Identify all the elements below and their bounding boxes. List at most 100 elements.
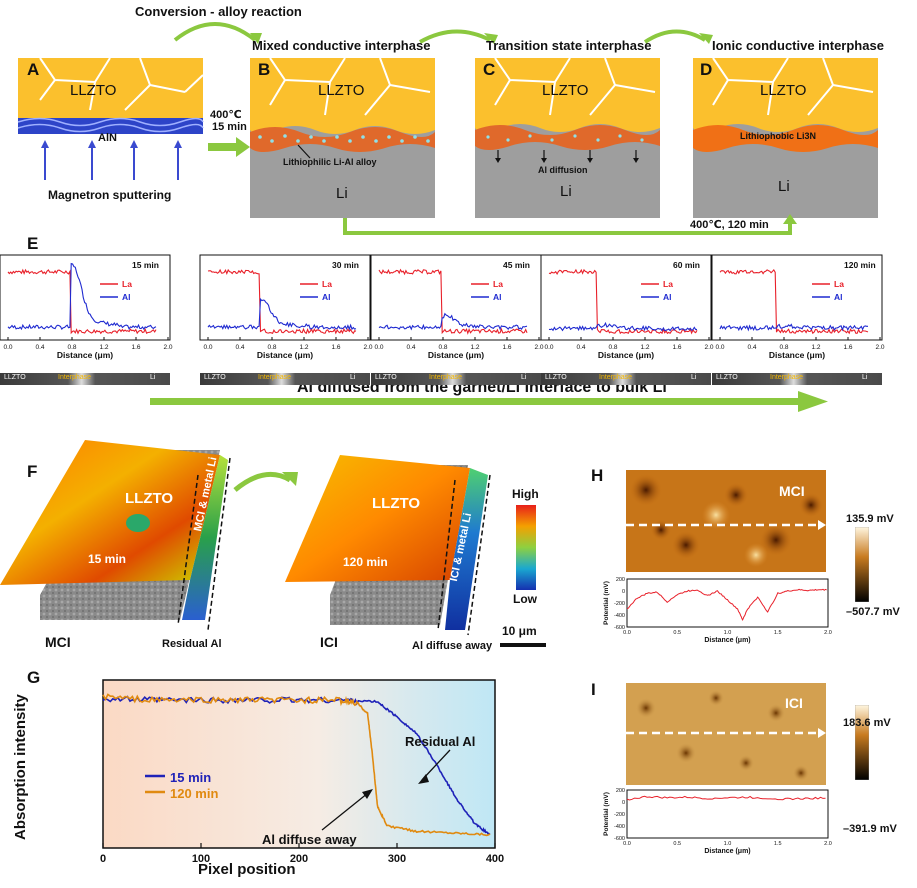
grain-lines-a: [39, 57, 204, 111]
grain-lines-c: [494, 57, 656, 116]
profile-y-tick: -400: [614, 824, 625, 830]
llzto-label-b: LLZTO: [318, 82, 365, 99]
al-legend-label: Al: [493, 292, 502, 302]
profile-x-tick: 0.5: [673, 630, 681, 636]
la-legend-label: La: [663, 279, 673, 289]
caption-arrow: [150, 391, 828, 412]
x-tick-label: 2.0: [534, 344, 543, 351]
al-line: [548, 321, 698, 332]
colorbar-h: [855, 527, 869, 602]
al-legend-label: Al: [663, 292, 672, 302]
colorbar: [516, 505, 536, 590]
kpfm-map-ici: [626, 683, 826, 785]
scale-bar: [500, 643, 546, 647]
line-scan-frame: [540, 254, 712, 341]
llzto-label-c: LLZTO: [542, 82, 589, 99]
i-min: –391.9 mV: [843, 823, 897, 835]
panel-label-h: H: [591, 466, 604, 485]
al-line: [719, 323, 868, 332]
colorbar-i: [855, 705, 869, 780]
potential-line: [626, 795, 826, 801]
colorbar-low: Low: [513, 592, 537, 606]
time-label: 60 min: [673, 260, 700, 270]
al-line: [207, 297, 357, 331]
profile-y-tick: -200: [614, 601, 625, 607]
afm-3d-maps: [0, 440, 546, 647]
x-tick-label: 1.2: [811, 344, 820, 351]
grain-lines-d: [712, 57, 874, 116]
afm-left-pit: [126, 514, 150, 532]
step1-time: 15 min: [212, 121, 247, 133]
x-axis-label: Distance (μm): [598, 350, 654, 360]
sputter-arrows: [41, 140, 182, 180]
la-legend-label: La: [834, 279, 844, 289]
x-tick-label: 0.8: [438, 344, 447, 351]
tem-interphase-label: Interphase: [599, 374, 633, 381]
li-label-b: Li: [336, 185, 348, 202]
profile-y-tick: -400: [614, 613, 625, 619]
profile-x-label: Distance (μm): [704, 848, 750, 855]
time-label: 15 min: [132, 260, 159, 270]
ici-tag: ICI: [785, 695, 803, 711]
sputtering-label: Magnetron sputtering: [48, 188, 172, 202]
li-label-c: Li: [560, 183, 572, 200]
x-tick-label: 0.4: [235, 344, 244, 351]
profile-y-tick: -200: [614, 812, 625, 818]
la-line: [548, 268, 698, 335]
tem-li-label: Li: [150, 374, 156, 381]
x-tick-label: 2.0: [704, 344, 713, 351]
profile-x-tick: 0.5: [673, 841, 681, 847]
h-max: 135.9 mV: [846, 513, 894, 525]
profile-x-tick: 1.0: [724, 630, 732, 636]
profile-y-tick: -600: [614, 625, 625, 631]
tem-interphase-label: Interphase: [429, 374, 463, 381]
x-tick-label: 0.0: [374, 344, 383, 351]
x-tick-label: 1.2: [299, 344, 308, 351]
x-tick-label: 0.8: [267, 344, 276, 351]
top-schematic: [17, 22, 878, 235]
x-axis-label: Distance (μm): [257, 350, 313, 360]
diffusion-label: Al diffusion: [538, 165, 588, 175]
x-tick-label: 1.2: [640, 344, 649, 351]
g-xlabel: Pixel position: [198, 861, 296, 878]
x-tick-label: 1.6: [843, 344, 852, 351]
g-x-tick-label: 0: [100, 853, 106, 865]
g-legend-15: 15 min: [170, 770, 212, 785]
profile-frame: [626, 789, 829, 839]
arrow-a-to-b: [208, 137, 250, 157]
tem-li-label: Li: [350, 374, 356, 381]
alloy-dots-b: [258, 134, 430, 143]
long-step-label: 400℃, 120 min: [690, 219, 769, 231]
la-legend-label: La: [122, 279, 132, 289]
x-tick-label: 1.6: [331, 344, 340, 351]
panel-label-c: C: [483, 60, 496, 79]
tem-interphase-label: Interphase: [58, 374, 92, 381]
panel-label-a: A: [27, 60, 40, 79]
x-tick-label: 1.2: [99, 344, 108, 351]
x-tick-label: 1.6: [131, 344, 140, 351]
x-axis-label: Distance (μm): [428, 350, 484, 360]
x-tick-label: 1.6: [502, 344, 511, 351]
x-tick-label: 0.4: [35, 344, 44, 351]
profile-x-tick: 1.0: [724, 841, 732, 847]
time-label: 120 min: [844, 260, 876, 270]
time-label-f2: 120 min: [343, 555, 388, 569]
la-line: [378, 268, 528, 335]
x-axis-label: Distance (μm): [769, 350, 825, 360]
x-axis-label: Distance (μm): [57, 350, 113, 360]
panel-label-i: I: [591, 680, 596, 699]
g-x-tick-label: 300: [388, 853, 406, 865]
time-label: 30 min: [332, 260, 359, 270]
llzto-label-a: LLZTO: [70, 82, 117, 99]
h-min: –507.7 mV: [846, 606, 900, 618]
tem-li-label: Li: [691, 374, 697, 381]
x-tick-label: 1.2: [470, 344, 479, 351]
arrow-cd-head: [699, 33, 713, 44]
x-tick-label: 0.0: [544, 344, 553, 351]
residual-al-label: Residual Al: [162, 638, 222, 650]
panel-d-title: Ionic conductive interphase: [712, 38, 884, 53]
tem-strip: LLZTO Interphase Li: [200, 373, 370, 385]
